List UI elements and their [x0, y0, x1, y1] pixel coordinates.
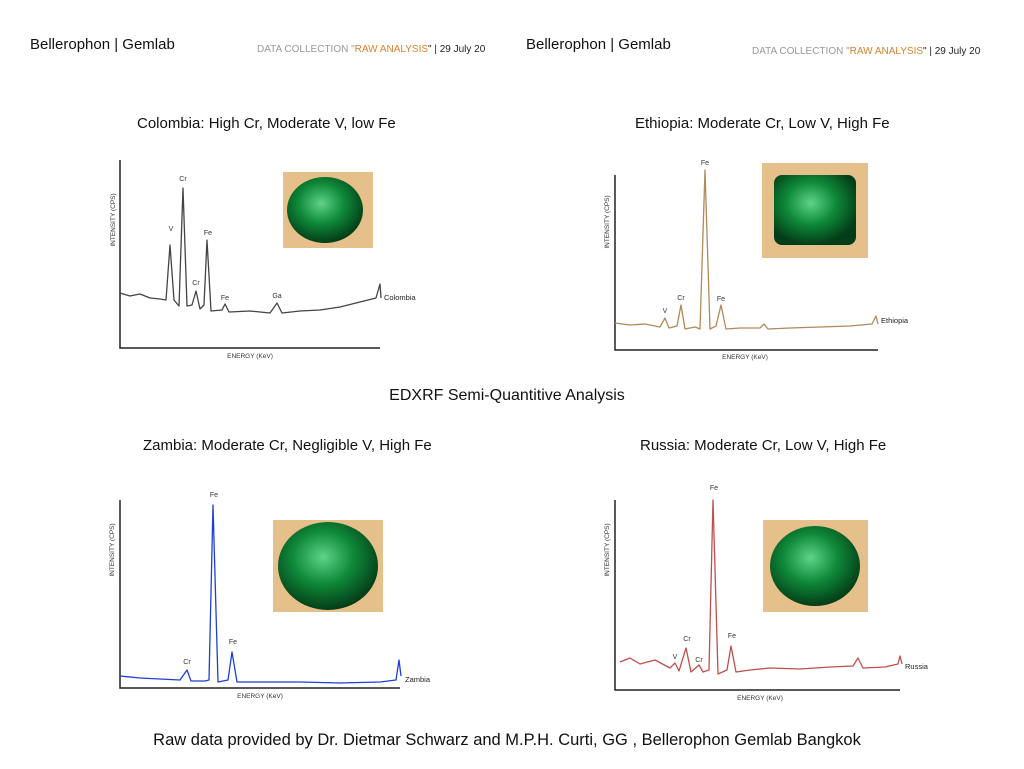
- footer: Raw data provided by Dr. Dietmar Schwarz…: [153, 731, 861, 749]
- peak-label: Cr: [192, 280, 200, 287]
- highlight: RAW ANALYSIS: [355, 44, 429, 55]
- peak-label: Cr: [677, 295, 685, 302]
- peak-label: Cr: [179, 176, 187, 183]
- gem: [774, 175, 856, 245]
- x-axis-label: ENERGY (KeV): [737, 695, 783, 702]
- gem: [287, 177, 363, 243]
- spectrum: [619, 499, 903, 675]
- spectrum: [614, 169, 879, 330]
- y-axis-label: INTENSITY (CPS): [604, 523, 611, 576]
- panel: Ethiopia: Moderate Cr, Low V, High Fe IN…: [604, 115, 909, 361]
- series-label: Colombia: [384, 293, 417, 302]
- axes: [614, 175, 878, 351]
- x-axis-label: ENERGY (KeV): [227, 353, 273, 360]
- gem: [278, 522, 378, 610]
- axes: [119, 160, 380, 349]
- date: " | 29 July 20: [923, 46, 981, 57]
- gem: [770, 526, 860, 606]
- brand: Bellerophon | Gemlab: [526, 36, 671, 53]
- peak-label: Fe: [701, 160, 709, 167]
- series-label: Zambia: [405, 675, 431, 684]
- spectrum: [119, 504, 402, 684]
- peak-label: Fe: [204, 230, 212, 237]
- series-label: Ethiopia: [881, 316, 909, 325]
- panel: Zambia: Moderate Cr, Negligible V, High …: [109, 437, 432, 700]
- series-label: Russia: [905, 662, 929, 671]
- center-title: EDXRF Semi-Quantitive Analysis: [389, 387, 625, 404]
- panel: Russia: Moderate Cr, Low V, High Fe INTE…: [604, 437, 929, 702]
- panel-title: Colombia: High Cr, Moderate V, low Fe: [137, 115, 396, 132]
- panel-title: Ethiopia: Moderate Cr, Low V, High Fe: [635, 115, 890, 132]
- panel: Colombia: High Cr, Moderate V, low Fe IN…: [110, 115, 417, 360]
- y-axis-label: INTENSITY (CPS): [110, 193, 117, 246]
- date: " | 29 July 20: [428, 44, 486, 55]
- peak-label: Fe: [221, 295, 229, 302]
- axes: [119, 500, 400, 689]
- brand: Bellerophon | Gemlab: [30, 36, 175, 53]
- collection-header: DATA COLLECTION "RAW ANALYSIS" | 29 July…: [257, 44, 486, 55]
- peak-label: Cr: [683, 636, 691, 643]
- prefix: DATA COLLECTION ": [752, 46, 850, 57]
- prefix: DATA COLLECTION ": [257, 44, 355, 55]
- peak-label: Cr: [695, 657, 703, 664]
- peak-label: Fe: [210, 492, 218, 499]
- peak-label: V: [169, 226, 174, 233]
- peak-label: V: [673, 654, 678, 661]
- panel-title: Russia: Moderate Cr, Low V, High Fe: [640, 437, 886, 454]
- spectrum: [119, 187, 382, 314]
- peak-label: Ga: [272, 293, 281, 300]
- y-axis-label: INTENSITY (CPS): [604, 195, 611, 248]
- y-axis-label: INTENSITY (CPS): [109, 523, 116, 576]
- x-axis-label: ENERGY (KeV): [722, 354, 768, 361]
- peak-label: Fe: [728, 633, 736, 640]
- peak-label: Cr: [183, 659, 191, 666]
- highlight: RAW ANALYSIS: [850, 46, 924, 57]
- peak-label: Fe: [229, 639, 237, 646]
- peak-label: V: [663, 308, 668, 315]
- peak-label: Fe: [717, 296, 725, 303]
- x-axis-label: ENERGY (KeV): [237, 693, 283, 700]
- axes: [614, 500, 900, 691]
- collection-header: DATA COLLECTION "RAW ANALYSIS" | 29 July…: [752, 46, 981, 57]
- panel-title: Zambia: Moderate Cr, Negligible V, High …: [143, 437, 432, 454]
- peak-label: Fe: [710, 485, 718, 492]
